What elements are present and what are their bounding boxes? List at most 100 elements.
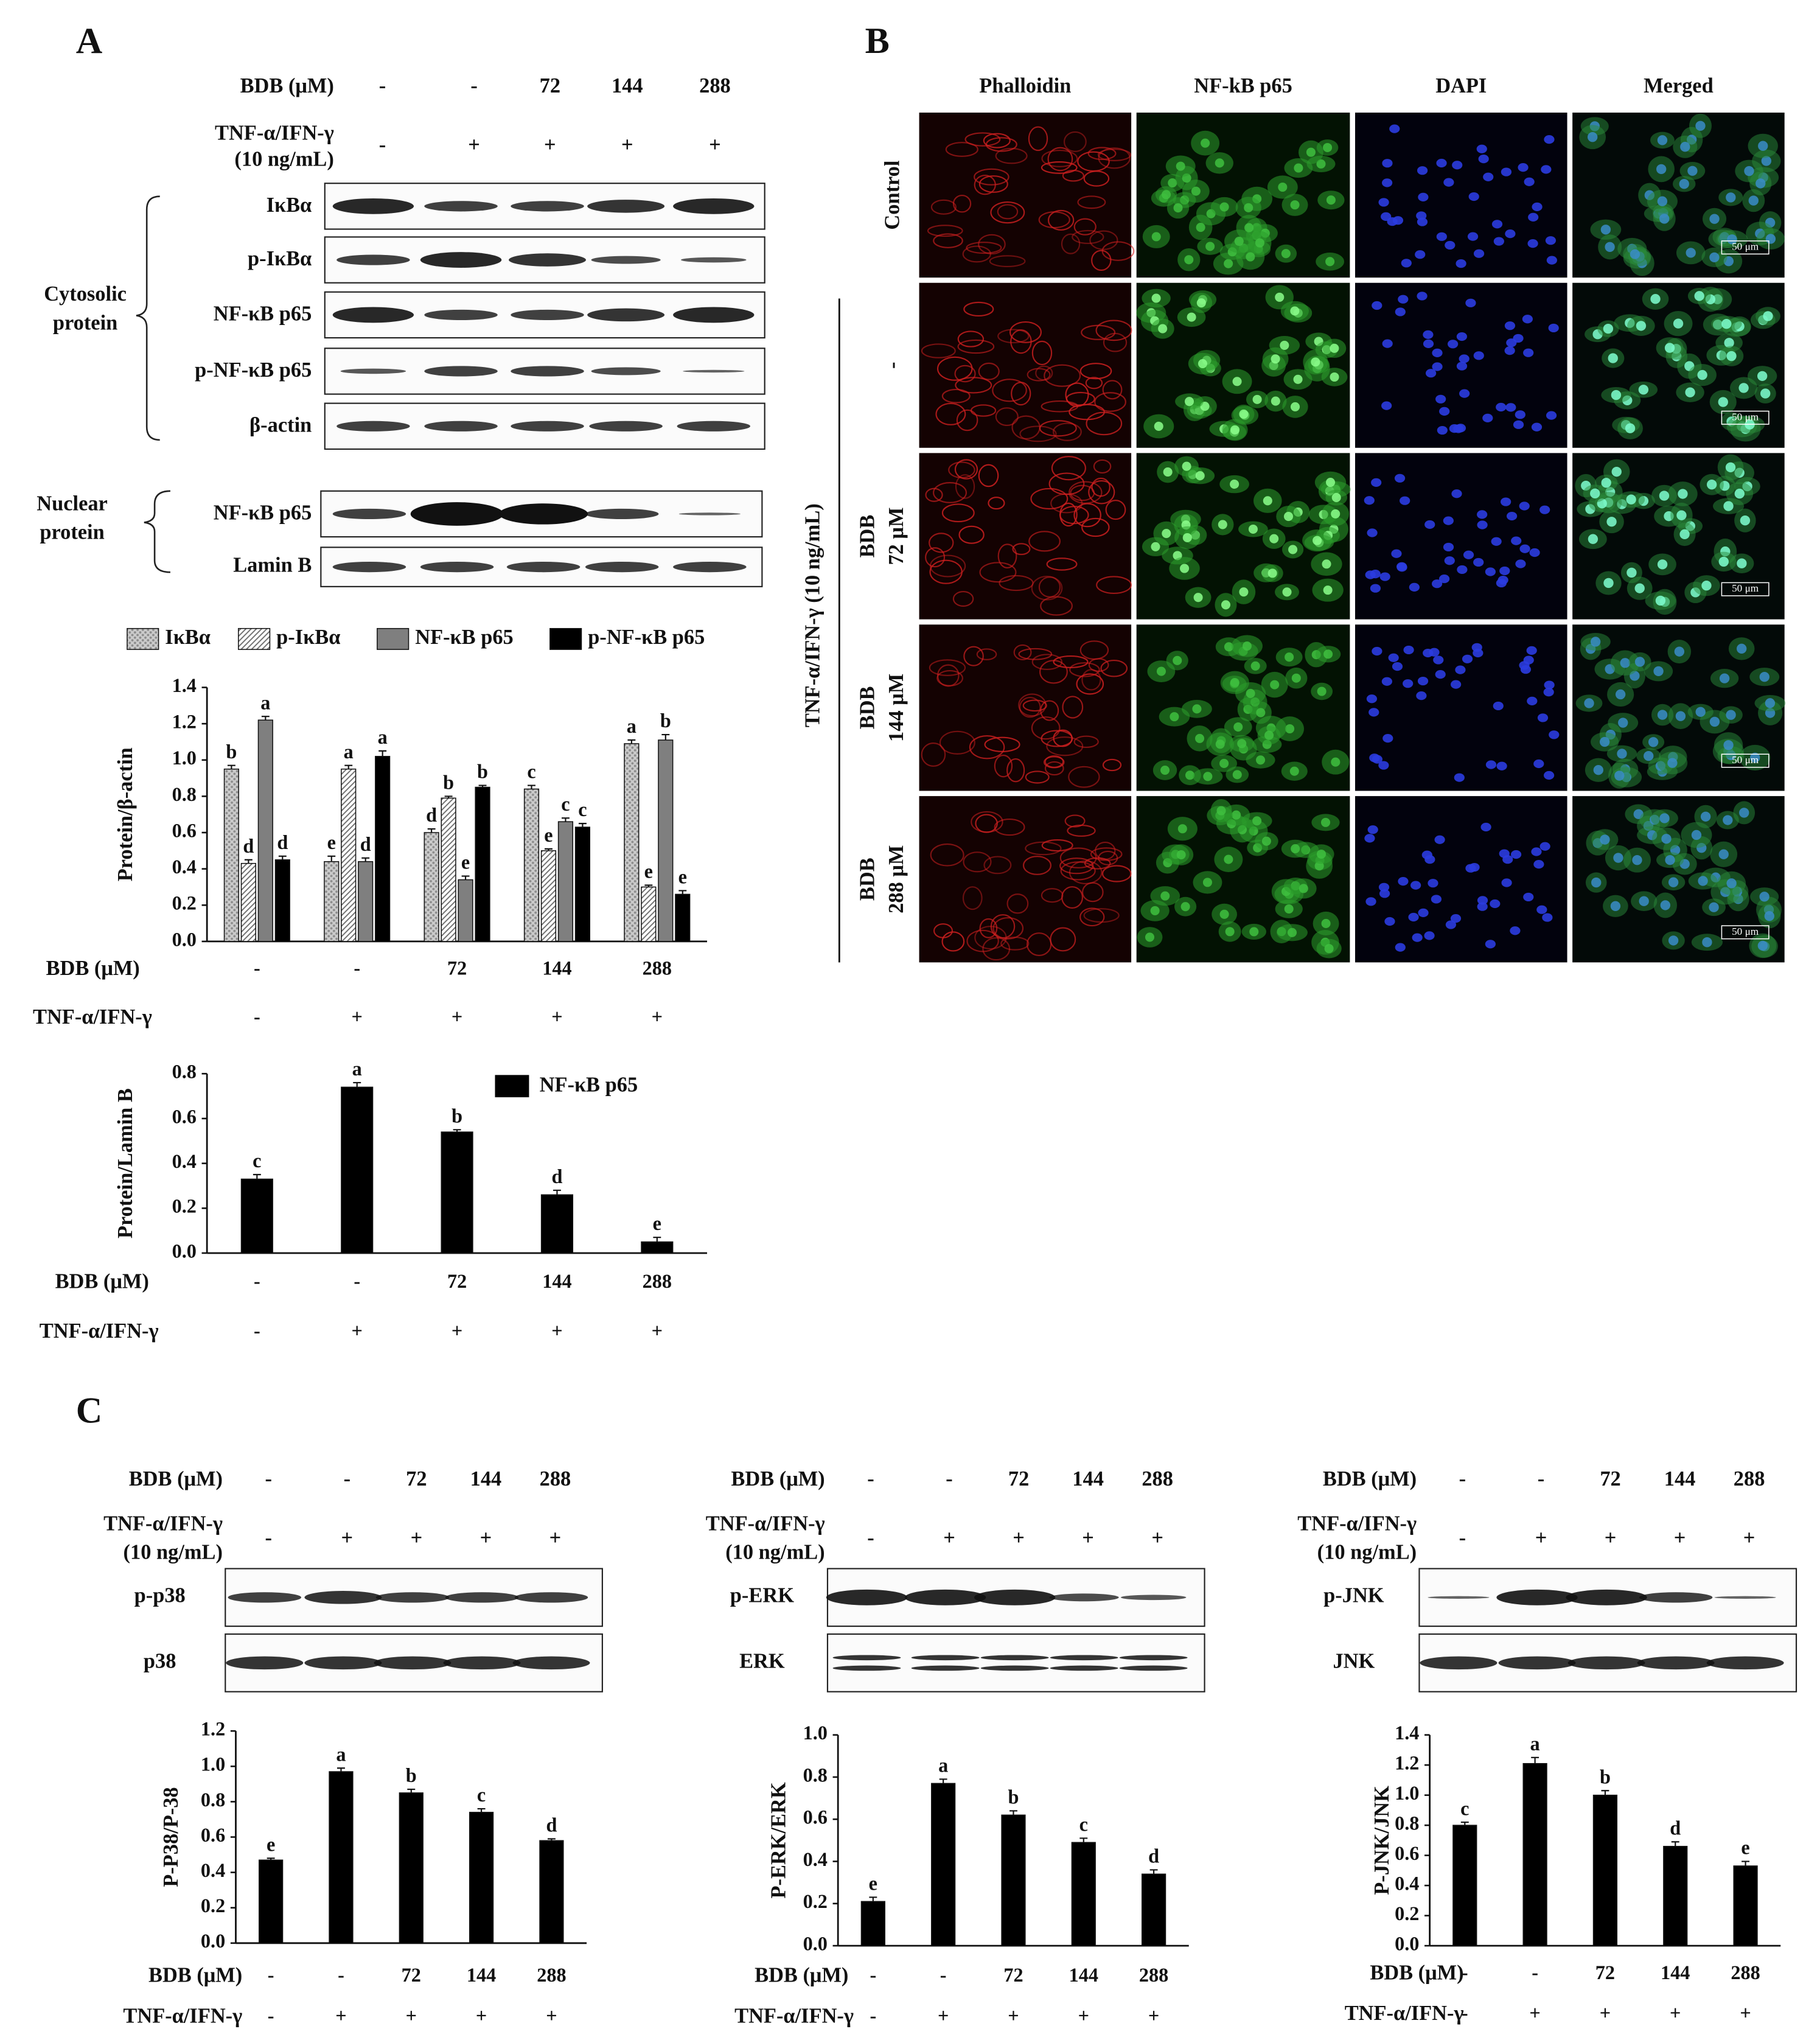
actin	[978, 234, 1006, 255]
error-bar	[378, 750, 387, 756]
header-value: -	[470, 74, 477, 97]
actin	[927, 225, 963, 237]
nucleus	[1201, 138, 1210, 148]
nucleus	[1505, 229, 1516, 239]
nucleus	[1267, 568, 1277, 578]
actin	[1069, 662, 1100, 677]
nucleus	[1675, 711, 1686, 721]
nucleus	[1726, 351, 1737, 362]
nucleus	[1170, 712, 1179, 722]
nucleus	[1225, 927, 1235, 937]
blot-band	[1049, 1593, 1119, 1602]
actin	[1105, 500, 1126, 520]
nucleus	[1506, 511, 1518, 521]
x-tick-label: +	[1529, 2002, 1540, 2024]
header-value: +	[1535, 1526, 1547, 1549]
nucleus	[1749, 752, 1760, 763]
nucleus	[1233, 722, 1243, 732]
column-header: Merged	[1644, 74, 1714, 97]
actin	[1062, 696, 1084, 719]
nucleus	[1620, 658, 1630, 668]
actin	[1019, 696, 1041, 718]
nucleus	[1523, 892, 1534, 902]
nucleus	[1457, 565, 1468, 575]
nucleus	[1224, 642, 1233, 652]
blot-band	[374, 1656, 452, 1670]
actin	[929, 559, 963, 584]
nucleus	[1527, 239, 1538, 248]
nucleus	[1665, 854, 1675, 865]
row-label: 72 μM	[885, 508, 908, 565]
nucleus	[1667, 758, 1678, 768]
blot-band	[511, 366, 584, 377]
nucleus	[1510, 926, 1521, 935]
nucleus	[1450, 914, 1462, 923]
nucleus	[1519, 544, 1530, 553]
blot-band	[511, 421, 584, 431]
y-axis-label: P-P38/P-38	[159, 1787, 183, 1887]
nucleus	[1697, 369, 1707, 380]
nucleus	[1230, 677, 1239, 688]
nucleus	[1331, 509, 1341, 519]
nucleus	[1650, 294, 1661, 304]
nucleus	[1193, 593, 1203, 603]
band-label: JNK	[1333, 1649, 1375, 1672]
nucleus	[1196, 298, 1206, 308]
nucleus	[1394, 473, 1406, 483]
actin	[1101, 865, 1132, 882]
blot-band	[420, 252, 502, 268]
nucleus	[1443, 542, 1454, 552]
y-axis-label: P-JNK/JNK	[1370, 1786, 1393, 1895]
x-tick-label: -	[254, 1270, 260, 1292]
nucleus	[1626, 494, 1636, 505]
error-bar	[227, 764, 235, 769]
bar	[860, 1901, 885, 1946]
nucleus	[1187, 312, 1196, 322]
row-label: BDB	[856, 515, 879, 558]
nucleus	[1285, 724, 1295, 734]
error-bar	[653, 1237, 661, 1242]
actin	[936, 669, 963, 686]
y-tick-label: 0.6	[803, 1806, 828, 1828]
blot-band	[1120, 1595, 1187, 1601]
error-bar	[678, 890, 687, 895]
nucleus	[1600, 834, 1610, 845]
error-bar	[361, 857, 370, 862]
bar	[574, 826, 591, 942]
nucleus	[1760, 388, 1771, 399]
significance-letter: e	[544, 824, 553, 846]
blot-band	[332, 561, 406, 573]
nucleus	[1287, 927, 1297, 937]
nucleus	[1412, 933, 1423, 942]
nucleus	[1613, 853, 1623, 863]
nucleus	[1246, 688, 1255, 698]
nucleus	[1367, 825, 1378, 834]
nucleus	[1215, 158, 1224, 168]
y-tick-label: 0.6	[201, 1824, 225, 1846]
significance-letter: d	[551, 1165, 562, 1187]
nucleus	[1401, 259, 1412, 268]
actin	[969, 735, 1005, 760]
nucleus	[1264, 730, 1274, 740]
significance-letter: d	[546, 1814, 557, 1836]
actin	[1101, 241, 1135, 261]
actin	[954, 365, 976, 383]
nucleus	[1454, 773, 1465, 782]
blot-band	[506, 561, 581, 573]
error-bar	[578, 823, 587, 828]
nucleus	[1400, 496, 1410, 505]
nucleus	[1759, 672, 1769, 682]
header-label: BDB (μM)	[129, 1467, 223, 1490]
actin	[1028, 531, 1061, 552]
nucleus	[1513, 334, 1524, 343]
nucleus	[1763, 311, 1773, 321]
panel-label: B	[865, 21, 890, 61]
actin	[1043, 756, 1065, 769]
header-value: -	[1538, 1467, 1544, 1490]
nucleus	[1548, 323, 1559, 333]
nucleus	[1610, 901, 1621, 911]
nucleus	[1659, 491, 1670, 501]
actin	[1091, 477, 1110, 497]
actin	[974, 168, 1009, 186]
nucleus	[1177, 824, 1187, 834]
